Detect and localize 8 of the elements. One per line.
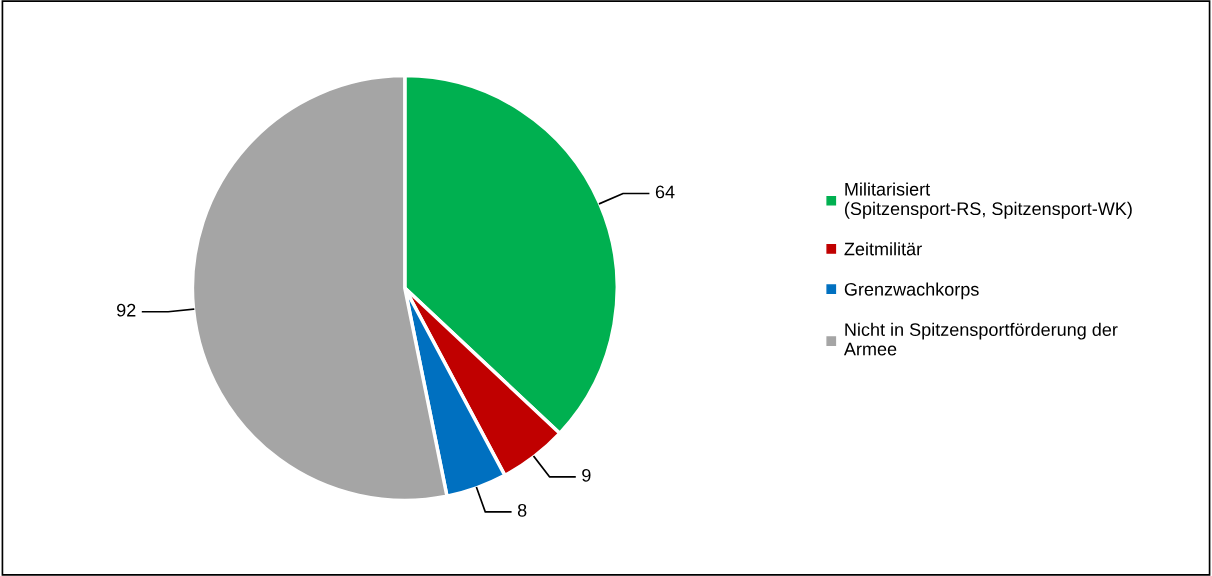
data-label: 9 xyxy=(582,468,591,482)
legend-label: Grenzwachkorps xyxy=(844,282,979,300)
legend-label: Zeitmilitär xyxy=(844,242,922,256)
data-label: 64 xyxy=(655,185,675,199)
data-label: 92 xyxy=(117,303,136,317)
legend-label: Nicht in Spitzensportförderung der Armee xyxy=(843,322,1118,356)
data-label: 8 xyxy=(517,503,527,517)
legend-label: Militarisiert (Spitzensport-RS, Spitzensport-WK) xyxy=(845,182,1132,219)
